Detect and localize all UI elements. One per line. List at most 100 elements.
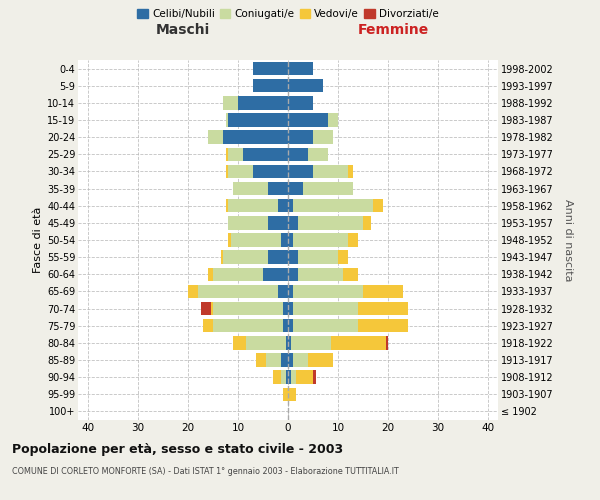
Bar xyxy=(253,79,288,92)
Bar xyxy=(281,234,288,246)
Bar xyxy=(328,114,338,126)
Bar xyxy=(188,284,198,298)
Bar xyxy=(198,284,278,298)
Bar xyxy=(298,268,343,281)
Bar xyxy=(238,96,288,110)
Bar xyxy=(223,130,288,144)
Bar xyxy=(286,370,288,384)
Bar xyxy=(283,319,288,332)
Bar xyxy=(278,284,288,298)
Bar xyxy=(211,302,213,316)
Bar xyxy=(288,216,298,230)
Bar xyxy=(288,319,293,332)
Bar xyxy=(288,354,293,366)
Bar xyxy=(288,388,296,401)
Legend: Celibi/Nubili, Coniugati/e, Vedovi/e, Divorziati/e: Celibi/Nubili, Coniugati/e, Vedovi/e, Di… xyxy=(133,5,443,24)
Bar xyxy=(283,302,288,316)
Bar xyxy=(268,182,288,196)
Bar xyxy=(278,199,288,212)
Bar xyxy=(226,164,228,178)
Bar xyxy=(303,182,353,196)
Bar xyxy=(286,336,288,349)
Text: Popolazione per età, sesso e stato civile - 2003: Popolazione per età, sesso e stato civil… xyxy=(12,442,343,456)
Bar xyxy=(358,319,408,332)
Bar xyxy=(288,130,313,144)
Bar xyxy=(293,319,358,332)
Bar xyxy=(228,216,268,230)
Bar xyxy=(221,250,223,264)
Bar xyxy=(343,268,358,281)
Bar xyxy=(293,284,363,298)
Bar xyxy=(213,268,263,281)
Text: Maschi: Maschi xyxy=(156,24,210,38)
Bar xyxy=(281,370,286,384)
Bar xyxy=(293,199,373,212)
Bar xyxy=(363,284,403,298)
Bar xyxy=(203,319,213,332)
Bar xyxy=(298,216,363,230)
Bar xyxy=(288,234,293,246)
Bar xyxy=(331,336,386,349)
Bar xyxy=(233,182,268,196)
Bar xyxy=(348,164,353,178)
Bar xyxy=(263,268,288,281)
Bar xyxy=(226,148,228,161)
Bar xyxy=(288,96,313,110)
Bar xyxy=(358,302,408,316)
Bar xyxy=(293,234,348,246)
Bar xyxy=(213,319,283,332)
Bar xyxy=(338,250,348,264)
Bar xyxy=(313,130,333,144)
Bar xyxy=(213,302,283,316)
Bar xyxy=(290,336,331,349)
Bar xyxy=(281,354,288,366)
Bar xyxy=(226,199,228,212)
Y-axis label: Anni di nascita: Anni di nascita xyxy=(563,198,573,281)
Bar xyxy=(228,234,230,246)
Bar xyxy=(208,268,213,281)
Bar xyxy=(288,284,293,298)
Bar xyxy=(228,148,243,161)
Bar xyxy=(283,388,288,401)
Bar xyxy=(253,62,288,76)
Bar xyxy=(223,96,238,110)
Bar xyxy=(268,250,288,264)
Bar xyxy=(228,164,253,178)
Bar xyxy=(293,302,358,316)
Bar xyxy=(265,354,281,366)
Bar xyxy=(288,199,293,212)
Bar xyxy=(228,114,288,126)
Bar xyxy=(288,336,290,349)
Bar xyxy=(288,182,303,196)
Bar xyxy=(293,354,308,366)
Bar xyxy=(223,250,268,264)
Bar xyxy=(288,148,308,161)
Bar xyxy=(245,336,286,349)
Bar xyxy=(230,234,281,246)
Y-axis label: Fasce di età: Fasce di età xyxy=(32,207,43,273)
Text: COMUNE DI CORLETO MONFORTE (SA) - Dati ISTAT 1° gennaio 2003 - Elaborazione TUTT: COMUNE DI CORLETO MONFORTE (SA) - Dati I… xyxy=(12,468,399,476)
Bar xyxy=(308,354,333,366)
Bar xyxy=(208,130,223,144)
Bar xyxy=(296,370,313,384)
Bar xyxy=(288,62,313,76)
Bar xyxy=(313,164,348,178)
Bar xyxy=(288,268,298,281)
Bar xyxy=(288,250,298,264)
Bar xyxy=(290,370,296,384)
Bar xyxy=(200,302,211,316)
Bar xyxy=(288,302,293,316)
Bar xyxy=(268,216,288,230)
Text: Femmine: Femmine xyxy=(358,24,428,38)
Bar xyxy=(298,250,338,264)
Bar xyxy=(243,148,288,161)
Bar xyxy=(253,164,288,178)
Bar xyxy=(288,79,323,92)
Bar xyxy=(363,216,371,230)
Bar xyxy=(256,354,265,366)
Bar xyxy=(386,336,388,349)
Bar xyxy=(288,370,290,384)
Bar xyxy=(228,199,278,212)
Bar xyxy=(226,114,228,126)
Bar xyxy=(348,234,358,246)
